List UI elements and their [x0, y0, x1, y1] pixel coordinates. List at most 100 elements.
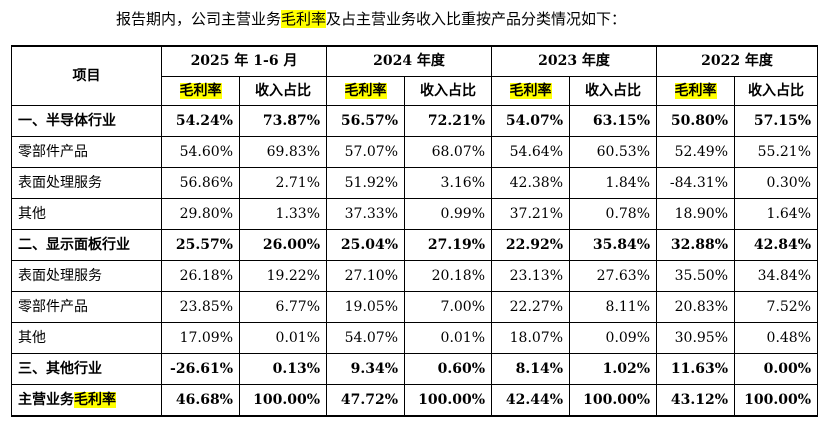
margin-value: 23.13%: [491, 260, 571, 292]
share-value: 35.84%: [569, 229, 658, 261]
period-header: 2024 年度: [326, 45, 493, 77]
margin-value: 56.57%: [326, 105, 406, 137]
row-label: 二、显示面板行业: [11, 229, 162, 261]
row-label: 一、半导体行业: [11, 105, 162, 137]
row-label: 三、其他行业: [11, 353, 162, 385]
row-label: 表面处理服务: [11, 260, 162, 292]
margin-value: 8.14%: [491, 353, 571, 385]
margin-value: 23.85%: [161, 291, 240, 323]
share-value: 42.84%: [734, 229, 819, 261]
total-label: 主营业务毛利率: [11, 384, 162, 417]
margin-value: 18.90%: [656, 198, 736, 230]
margin-value: 22.92%: [491, 229, 571, 261]
total-share-value: 100.00%: [569, 384, 658, 417]
period-header: 2023 年度: [491, 45, 658, 77]
margin-value: 29.80%: [161, 198, 240, 230]
share-value: 7.00%: [404, 291, 493, 323]
share-value: 73.87%: [238, 105, 328, 137]
share-value: 7.52%: [734, 291, 819, 323]
share-value: 0.48%: [734, 322, 819, 354]
share-value: 0.09%: [569, 322, 658, 354]
share-value: 20.18%: [404, 260, 493, 292]
share-value: 0.78%: [569, 198, 658, 230]
margin-value: 35.50%: [656, 260, 736, 292]
total-share-value: 100.00%: [238, 384, 328, 417]
margin-subheader-text: 毛利率: [509, 82, 552, 99]
margin-subheader: 毛利率: [326, 75, 406, 106]
table-row: 零部件产品 23.85% 6.77% 19.05% 7.00% 22.27% 8.11% 20…: [11, 291, 819, 323]
margin-value: 54.07%: [491, 105, 571, 137]
share-value: 63.15%: [569, 105, 658, 137]
intro-text-before: 报告期内，公司主营业务: [116, 10, 282, 28]
margin-value: 50.80%: [656, 105, 736, 137]
share-value: 26.00%: [238, 229, 328, 261]
table-row: 表面处理服务 56.86% 2.71% 51.92% 3.16% 42.38% 1.84% -…: [11, 167, 819, 199]
total-row: 主营业务毛利率 46.68% 100.00% 47.72% 100.00% 42.44% 1…: [11, 384, 819, 417]
share-value: 0.01%: [238, 322, 328, 354]
share-value: 0.30%: [734, 167, 819, 199]
share-value: 0.99%: [404, 198, 493, 230]
share-value: 3.16%: [404, 167, 493, 199]
table-row: 其他 17.09% 0.01% 54.07% 0.01% 18.07% 0.09% 30.95…: [11, 322, 819, 354]
table-row: 其他 29.80% 1.33% 37.33% 0.99% 37.21% 0.78% 18.90…: [11, 198, 819, 230]
share-value: 60.53%: [569, 136, 658, 168]
table-row: 表面处理服务 26.18% 19.22% 27.10% 20.18% 23.13% 27.6…: [11, 260, 819, 292]
total-share-value: 100.00%: [404, 384, 493, 417]
share-value: 69.83%: [238, 136, 328, 168]
intro-text-after: 及占主营业务收入比重按产品分类情况如下：: [326, 10, 627, 28]
share-value: 55.21%: [734, 136, 819, 168]
share-value: 2.71%: [238, 167, 328, 199]
total-margin-value: 46.68%: [161, 384, 240, 417]
share-value: 6.77%: [238, 291, 328, 323]
share-subheader: 收入占比: [238, 75, 328, 106]
item-header: 项目: [11, 45, 162, 106]
margin-value: 26.18%: [161, 260, 240, 292]
share-value: 0.13%: [238, 353, 328, 385]
margin-subheader-text: 毛利率: [179, 82, 222, 99]
margin-subheader-text: 毛利率: [344, 82, 387, 99]
share-value: 1.33%: [238, 198, 328, 230]
total-margin-value: 47.72%: [326, 384, 406, 417]
table-row: 三、其他行业 -26.61% 0.13% 9.34% 0.60% 8.14% 1.02% 11…: [11, 353, 819, 385]
table-row: 零部件产品 54.60% 69.83% 57.07% 68.07% 54.64% 60.53…: [11, 136, 819, 168]
margin-value: 20.83%: [656, 291, 736, 323]
share-value: 68.07%: [404, 136, 493, 168]
margin-value: 25.57%: [161, 229, 240, 261]
margin-value: 57.07%: [326, 136, 406, 168]
share-value: 19.22%: [238, 260, 328, 292]
margin-value: 19.05%: [326, 291, 406, 323]
table-row: 二、显示面板行业 25.57% 26.00% 25.04% 27.19% 22.92% 35…: [11, 229, 819, 261]
margin-value: 30.95%: [656, 322, 736, 354]
share-value: 57.15%: [734, 105, 819, 137]
row-label: 表面处理服务: [11, 167, 162, 199]
total-label-text: 主营业务: [18, 392, 74, 408]
margin-value: 54.24%: [161, 105, 240, 137]
margin-value: 54.64%: [491, 136, 571, 168]
margin-value: 37.33%: [326, 198, 406, 230]
margin-value: 51.92%: [326, 167, 406, 199]
share-value: 27.63%: [569, 260, 658, 292]
margin-value: 32.88%: [656, 229, 736, 261]
margin-subheader: 毛利率: [656, 75, 736, 106]
margin-value: 37.21%: [491, 198, 571, 230]
margin-subheader: 毛利率: [161, 75, 240, 106]
row-label: 零部件产品: [11, 136, 162, 168]
share-value: 34.84%: [734, 260, 819, 292]
share-value: 0.01%: [404, 322, 493, 354]
margin-value: 56.86%: [161, 167, 240, 199]
share-value: 0.60%: [404, 353, 493, 385]
margin-value: 52.49%: [656, 136, 736, 168]
intro-paragraph: 报告期内，公司主营业务毛利率及占主营业务收入比重按产品分类情况如下：: [0, 6, 830, 32]
share-value: 1.64%: [734, 198, 819, 230]
margin-value: 54.60%: [161, 136, 240, 168]
row-label: 其他: [11, 322, 162, 354]
margin-value: -26.61%: [161, 353, 240, 385]
share-value: 0.00%: [734, 353, 819, 385]
total-margin-value: 42.44%: [491, 384, 571, 417]
margin-value: 11.63%: [656, 353, 736, 385]
total-share-value: 100.00%: [734, 384, 819, 417]
total-margin-value: 43.12%: [656, 384, 736, 417]
share-value: 1.84%: [569, 167, 658, 199]
intro-highlight: 毛利率: [281, 10, 327, 28]
row-label: 零部件产品: [11, 291, 162, 323]
